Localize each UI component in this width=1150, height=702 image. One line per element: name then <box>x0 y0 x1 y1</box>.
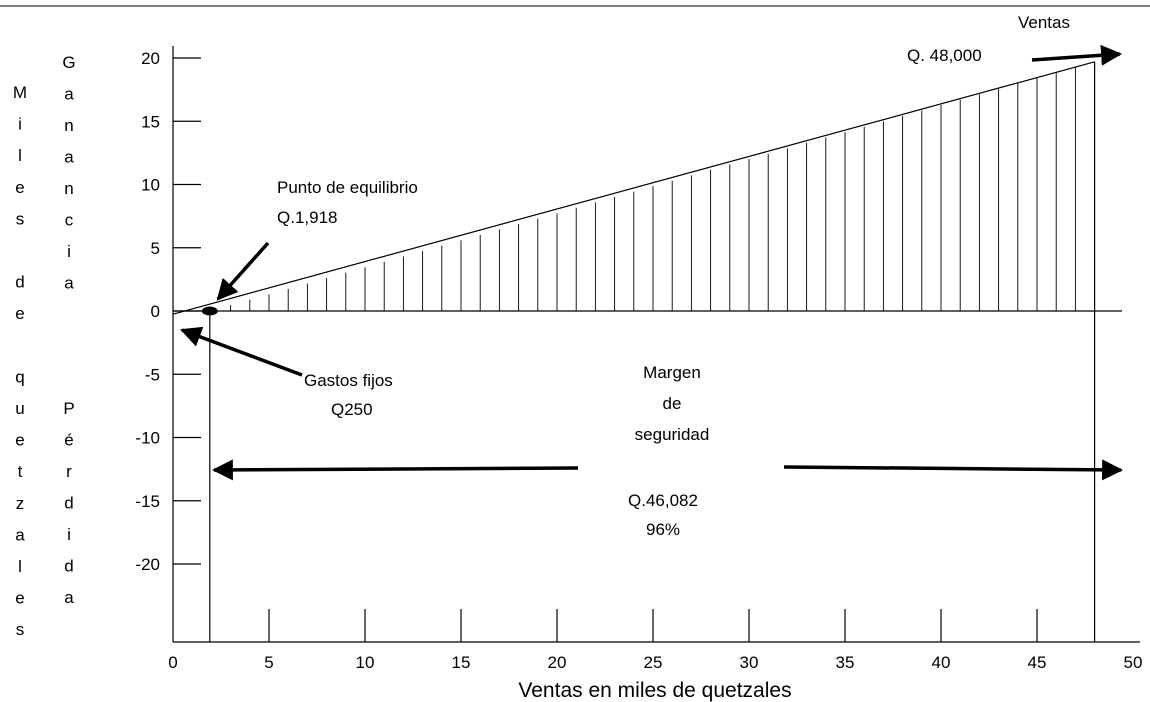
y-axis-ticks: 20 15 10 5 0 -5 -10 -15 -20 <box>135 49 201 574</box>
vertical-label-letter: n <box>64 179 73 198</box>
break-even-value: Q.1,918 <box>277 208 338 227</box>
x-tick-label: 0 <box>168 653 177 672</box>
vertical-label-letter: l <box>18 146 22 165</box>
vertical-label-letter: z <box>16 494 25 513</box>
vertical-label-letter: u <box>15 399 24 418</box>
vertical-label-letter: a <box>64 85 74 104</box>
vertical-label-letter: i <box>18 115 22 134</box>
vertical-label-letter: a <box>64 274 74 293</box>
vertical-label-letter: d <box>15 273 24 292</box>
y-tick-label: 20 <box>141 49 160 68</box>
vertical-label-letter: e <box>15 304 24 323</box>
y-tick-label: -15 <box>135 492 160 511</box>
margin-arrow-right <box>783 459 1124 481</box>
x-tick-label: 30 <box>740 653 759 672</box>
fixed-costs-label: Gastos fijos <box>304 371 393 390</box>
vertical-label-letter: e <box>15 431 24 450</box>
x-tick-label: 45 <box>1028 653 1047 672</box>
x-tick-label: 40 <box>932 653 951 672</box>
margin-percent: 96% <box>646 520 680 539</box>
vertical-label-letter: e <box>15 178 24 197</box>
vertical-label-letter: q <box>15 367 24 386</box>
vertical-label-letter: a <box>64 148 74 167</box>
x-tick-label: 5 <box>264 653 273 672</box>
vertical-label-letter: G <box>62 53 75 72</box>
y-tick-label: 5 <box>151 239 160 258</box>
vertical-label-letter: M <box>13 83 27 102</box>
fixed-costs-value: Q250 <box>331 400 373 419</box>
margin-label-1: Margen <box>643 363 701 382</box>
vertical-label-letter: a <box>64 588 74 607</box>
vertical-label-letter: i <box>67 242 71 261</box>
y-tick-label: -10 <box>135 429 160 448</box>
vertical-label-letter: t <box>18 462 23 481</box>
vertical-label-letter: s <box>16 620 25 639</box>
profit-line <box>172 61 1095 315</box>
x-tick-label: 25 <box>644 653 663 672</box>
x-tick-label: 10 <box>356 653 375 672</box>
fixed-costs-arrow <box>180 326 303 377</box>
y-tick-label: 10 <box>141 176 160 195</box>
y-tick-label: 0 <box>151 302 160 321</box>
margin-arrow-left <box>211 459 579 481</box>
vertical-label-letter: é <box>64 431 73 450</box>
ventas-value: Q. 48,000 <box>907 46 982 65</box>
x-axis-title: Ventas en miles de quetzales <box>518 679 791 702</box>
vertical-label-letter: d <box>64 557 73 576</box>
y-tick-label: -20 <box>135 555 160 574</box>
vertical-label-letter: P <box>63 399 74 418</box>
y-tick-label: 15 <box>141 112 160 131</box>
vertical-label-letter: n <box>64 116 73 135</box>
margin-label-3: seguridad <box>635 425 710 444</box>
profit-hatch-area <box>230 67 1076 311</box>
break-even-label: Punto de equilibrio <box>277 178 418 197</box>
margin-value: Q.46,082 <box>628 491 698 510</box>
vertical-label-letter: i <box>67 525 71 544</box>
vertical-label-letter: s <box>16 209 25 228</box>
vertical-label-letter: c <box>65 211 74 230</box>
x-axis-ticks: 0 5 10 15 20 25 30 35 40 45 50 <box>168 609 1142 672</box>
ventas-label: Ventas <box>1018 13 1070 32</box>
break-even-arrow <box>216 241 270 301</box>
margin-label-2: de <box>663 394 682 413</box>
vertical-label-letter: r <box>66 462 72 481</box>
x-tick-label: 50 <box>1124 653 1143 672</box>
x-tick-label: 35 <box>836 653 855 672</box>
vertical-label-letter: a <box>15 525 25 544</box>
vertical-label-letter: e <box>15 589 24 608</box>
x-tick-label: 15 <box>452 653 471 672</box>
vertical-label-letter: d <box>64 494 73 513</box>
y-tick-label: -5 <box>145 365 160 384</box>
break-even-point-marker <box>201 306 218 316</box>
x-tick-label: 20 <box>548 653 567 672</box>
vertical-label-letter: l <box>18 557 22 576</box>
ventas-arrow <box>1031 44 1123 66</box>
